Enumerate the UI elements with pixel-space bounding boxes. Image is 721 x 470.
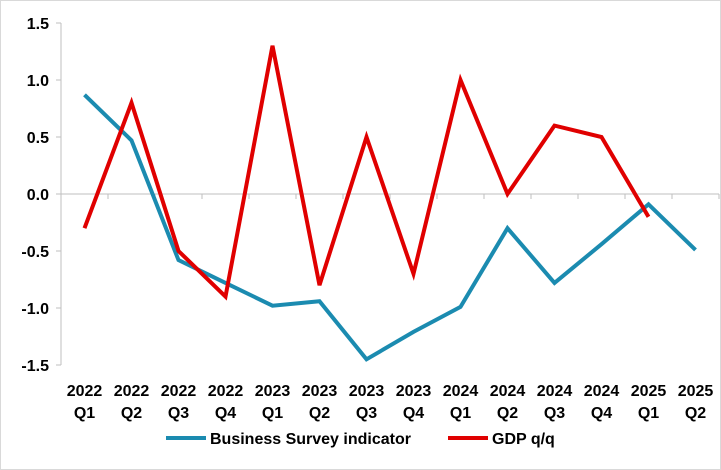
x-tick-label: 2024 Q3 bbox=[537, 383, 573, 422]
series-layer bbox=[82, 45, 697, 362]
y-tick-label: -0.5 bbox=[21, 244, 49, 261]
y-tick-label: -1.5 bbox=[21, 358, 49, 375]
legend-label-1: Business Survey indicator bbox=[210, 431, 411, 448]
x-tick-label: 2024 Q1 bbox=[443, 383, 479, 422]
series-line-2 bbox=[82, 45, 651, 301]
series-line-1 bbox=[83, 93, 697, 362]
x-tick-label: 2022 Q1 bbox=[67, 383, 103, 422]
x-tick-label: 2022 Q3 bbox=[161, 383, 197, 422]
x-tick-label: 2022 Q2 bbox=[114, 383, 150, 422]
axes: 1.5 1.0 0.5 0.0 -0.5 -1.0 -1.5 2022 Q1 2022 Q2 2022… bbox=[21, 16, 720, 422]
y-tick-label: 0.5 bbox=[27, 130, 49, 147]
y-tick-label: -1.0 bbox=[21, 301, 49, 318]
legend: Business Survey indicator GDP q/q bbox=[166, 431, 555, 448]
x-tick-label: 2025 Q2 bbox=[678, 383, 714, 422]
legend-label-2: GDP q/q bbox=[492, 431, 555, 448]
y-tick-label: 1.5 bbox=[27, 16, 49, 33]
x-tick-label: 2025 Q1 bbox=[631, 383, 667, 422]
x-tick-label: 2023 Q3 bbox=[349, 383, 385, 422]
x-tick-label: 2023 Q4 bbox=[396, 383, 432, 422]
x-tick-label: 2023 Q2 bbox=[302, 383, 338, 422]
y-tick-label: 1.0 bbox=[27, 73, 49, 90]
y-tick-label: 0.0 bbox=[27, 187, 49, 204]
x-tick-label: 2023 Q1 bbox=[255, 383, 291, 422]
x-tick-label: 2024 Q2 bbox=[490, 383, 526, 422]
x-tick-label: 2024 Q4 bbox=[584, 383, 620, 422]
x-tick-label: 2022 Q4 bbox=[208, 383, 244, 422]
